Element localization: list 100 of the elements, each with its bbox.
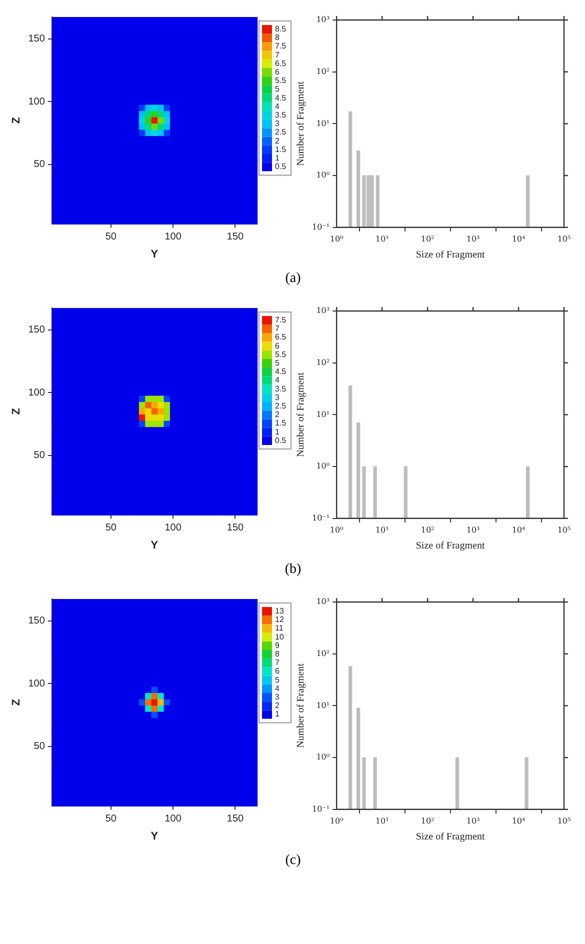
color-bar-label: 4 — [275, 102, 280, 111]
x-axis-title: Y — [150, 248, 159, 260]
color-bar-label: 7.5 — [275, 42, 287, 51]
color-bar-label: 6.5 — [275, 58, 287, 68]
x-tick-label: 50 — [105, 522, 117, 534]
color-bar-label: 5.5 — [275, 350, 287, 359]
y-tick-label: 10⁰ — [316, 462, 330, 471]
x-tick-label: 10⁵ — [557, 525, 571, 534]
color-bar-label: 2 — [275, 701, 280, 710]
x-tick-label: 50 — [105, 814, 117, 825]
text: (c) — [284, 853, 302, 869]
x-tick-label: 50 — [105, 232, 117, 243]
color-bar-label: 4 — [275, 684, 280, 693]
y-tick-label: 10⁻¹ — [312, 222, 330, 232]
text: (b) — [284, 562, 302, 578]
color-bar-label: 4.5 — [275, 93, 287, 102]
x-axis-title: Y — [150, 539, 159, 552]
y-tick-label: 10³ — [316, 597, 330, 606]
y-tick-label: 10² — [316, 358, 330, 367]
y-axis-title: Number of Fragment — [296, 81, 307, 166]
color-bar-label: 3.5 — [275, 110, 287, 120]
x-tick-label: 10⁰ — [330, 525, 344, 534]
color-bar-label: 0.5 — [275, 162, 287, 172]
y-tick-label: 10⁰ — [316, 752, 330, 762]
x-tick-label: 10⁰ — [330, 234, 344, 244]
x-tick-label: 10⁵ — [557, 816, 571, 826]
y-tick-label: 100 — [28, 96, 46, 108]
x-tick-label: 10³ — [466, 234, 480, 244]
color-bar-label: 6 — [275, 68, 280, 77]
color-bar-label: 8 — [275, 650, 280, 659]
color-bar-label: 6 — [275, 666, 280, 676]
y-axis-title: Number of Fragment — [296, 372, 307, 457]
x-tick-label: 10³ — [466, 816, 480, 826]
color-bar-label: 7 — [275, 658, 280, 668]
y-tick-label: 50 — [34, 159, 46, 170]
y-axis-title: Z — [10, 698, 23, 706]
y-tick-label: 10¹ — [316, 700, 330, 710]
x-tick-label: 100 — [164, 522, 182, 534]
x-tick-label: 10¹ — [375, 525, 389, 534]
y-tick-label: 10³ — [316, 15, 330, 24]
color-bar-label: 1.5 — [275, 144, 287, 154]
x-tick-label: 10⁴ — [512, 816, 526, 826]
color-bar-label: 5 — [275, 358, 280, 368]
y-tick-label: 10⁻¹ — [312, 513, 330, 522]
color-bar-label: 1 — [275, 427, 280, 436]
x-axis-title: Size of Fragment — [416, 540, 485, 552]
color-bar-label: 1 — [275, 154, 280, 163]
color-bar-label: 2 — [275, 410, 280, 420]
y-tick-label: 150 — [28, 616, 46, 627]
y-tick-label: 10⁰ — [316, 170, 330, 180]
x-axis-title: Size of Fragment — [416, 832, 485, 843]
y-tick-label: 10² — [316, 648, 330, 658]
x-tick-label: 10⁰ — [330, 816, 344, 826]
color-bar-label: 2.5 — [275, 128, 287, 137]
y-tick-label: 150 — [28, 34, 46, 45]
y-tick-label: 10¹ — [316, 410, 330, 419]
x-tick-label: 10⁴ — [512, 525, 526, 534]
x-tick-label: 150 — [226, 522, 244, 534]
color-bar-label: 3 — [275, 119, 280, 128]
color-bar-label: 7.5 — [275, 316, 287, 325]
color-bar-label: 9 — [275, 640, 280, 650]
color-bar-label: 4 — [275, 376, 280, 385]
color-bar-label: 6.5 — [275, 332, 287, 342]
x-tick-label: 100 — [164, 814, 182, 825]
color-bar-label: 2 — [275, 136, 280, 146]
color-bar-label: 5 — [275, 675, 280, 684]
y-tick-label: 50 — [34, 450, 46, 462]
color-bar-label: 2.5 — [275, 402, 287, 411]
color-bar-label: 3 — [275, 392, 280, 402]
x-tick-label: 100 — [164, 232, 182, 243]
y-tick-label: 50 — [34, 741, 46, 752]
y-tick-label: 100 — [28, 387, 46, 398]
y-tick-label: 10² — [316, 66, 330, 76]
color-bar-label: 8.5 — [275, 24, 287, 34]
y-tick-label: 10³ — [316, 306, 330, 316]
x-tick-label: 10⁵ — [557, 234, 571, 244]
x-tick-label: 10⁴ — [512, 234, 526, 244]
x-tick-label: 10³ — [466, 525, 480, 534]
color-bar-label: 1 — [275, 710, 280, 719]
x-axis-title: Y — [150, 830, 159, 842]
y-axis-title: Z — [10, 116, 23, 124]
color-bar-label: 7 — [275, 324, 280, 334]
color-bar-label: 0.5 — [275, 436, 287, 445]
x-tick-label: 10¹ — [375, 816, 389, 826]
y-axis-title: Z — [10, 408, 23, 415]
y-tick-label: 100 — [28, 678, 46, 690]
text: (a) — [284, 271, 302, 287]
x-tick-label: 10¹ — [375, 234, 389, 244]
color-bar-label: 6 — [275, 341, 280, 350]
y-tick-label: 10⁻¹ — [312, 804, 330, 814]
color-bar-label: 10 — [275, 632, 284, 642]
x-tick-label: 10² — [420, 816, 434, 826]
color-bar-label: 11 — [275, 624, 284, 633]
y-tick-label: 10¹ — [316, 118, 330, 128]
color-bar-label: 1.5 — [275, 418, 287, 428]
x-tick-label: 10² — [420, 525, 434, 534]
x-tick-label: 150 — [226, 814, 244, 825]
color-bar-label: 5 — [275, 84, 280, 94]
color-bar-label: 3.5 — [275, 384, 287, 394]
x-tick-label: 150 — [226, 232, 244, 243]
